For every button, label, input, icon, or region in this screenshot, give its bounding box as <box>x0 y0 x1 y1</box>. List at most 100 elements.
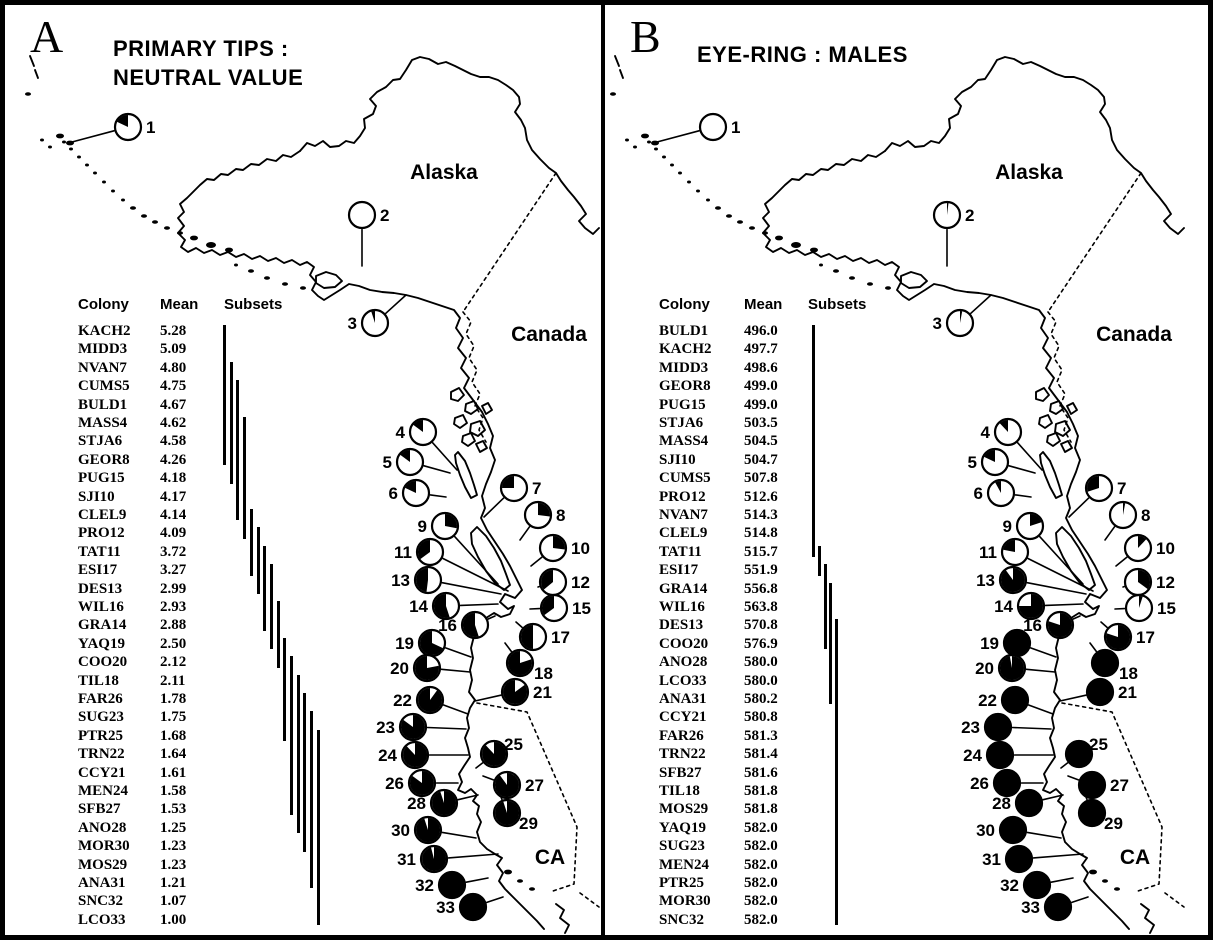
site-20: 20 <box>390 653 471 683</box>
colony-cell: SFB27 <box>659 764 702 781</box>
site-3: 3 <box>348 294 407 338</box>
pie-site-32 <box>437 870 467 900</box>
pie-site-16-wedge <box>1048 613 1073 638</box>
pie-site-11-wedge <box>417 539 430 560</box>
site-12: 12 <box>1122 567 1175 597</box>
site-9-number: 9 <box>1003 517 1012 536</box>
site-27-number: 27 <box>1110 776 1129 795</box>
col-header-subsets: Subsets <box>224 296 283 313</box>
pie-site-24-wedge <box>403 742 428 767</box>
subset-line <box>229 361 233 484</box>
mean-cell: 581.6 <box>744 764 778 781</box>
colony-cell: YAQ19 <box>659 819 706 836</box>
pie-site-11-wedge <box>1003 540 1015 552</box>
site-26: 26 <box>970 768 1044 798</box>
colony-cell: GRA14 <box>659 580 708 597</box>
site-24-number: 24 <box>963 746 982 765</box>
site-5-connector <box>423 464 451 474</box>
site-14: 14 <box>409 591 499 621</box>
site-16-connector <box>487 615 496 620</box>
colony-cell: DES13 <box>659 617 704 634</box>
site-9-number: 9 <box>418 517 427 536</box>
pie-site-21 <box>1085 677 1115 707</box>
region-labels: Alaska Canada CA <box>410 161 587 869</box>
mean-cell: 512.6 <box>744 488 778 505</box>
site-1-connector <box>71 130 115 143</box>
colony-cell: NVAN7 <box>659 507 708 523</box>
site-25-connector <box>1060 762 1069 769</box>
site-10: 10 <box>1115 533 1175 567</box>
site-2-number: 2 <box>380 206 389 225</box>
subset-line <box>829 582 833 705</box>
site-21-number: 21 <box>1118 683 1137 702</box>
site-11-number: 11 <box>394 543 412 562</box>
mean-cell: 580.8 <box>744 709 778 726</box>
mean-cell: 3.27 <box>160 562 187 579</box>
subset-line <box>812 325 815 558</box>
site-31-number: 31 <box>397 850 416 869</box>
col-header-colony: Colony <box>659 296 710 313</box>
subset-line <box>283 637 287 742</box>
border-dashed-lines <box>462 172 600 908</box>
site-24: 24 <box>963 740 1054 770</box>
site-12-number: 12 <box>1156 573 1175 592</box>
colony-cell: SUG23 <box>659 838 705 855</box>
site-8-number: 8 <box>1141 506 1150 525</box>
colony-cell: CUMS5 <box>78 378 130 395</box>
site-13-connector <box>441 581 502 595</box>
mean-cell: 582.0 <box>744 819 778 836</box>
site-12: 12 <box>537 567 590 597</box>
site-22: 22 <box>978 685 1054 715</box>
pie-site-2 <box>347 200 377 230</box>
colony-cell: WIL16 <box>78 599 124 615</box>
site-5-connector <box>1008 464 1036 474</box>
pie-site-33 <box>1043 892 1073 922</box>
site-25-number: 25 <box>504 735 523 754</box>
colony-cell: MOR30 <box>78 838 130 855</box>
pie-site-22 <box>1000 685 1030 715</box>
site-19-number: 19 <box>395 634 414 653</box>
pie-site-5-wedge <box>400 449 410 462</box>
site-17: 17 <box>1100 621 1155 652</box>
colony-cell: NVAN7 <box>78 359 127 376</box>
colony-cell: MIDD3 <box>659 359 709 376</box>
pie-site-28 <box>1014 788 1044 818</box>
mean-cell: 581.3 <box>744 727 778 744</box>
subset-line <box>223 325 226 466</box>
mean-cell: 4.80 <box>160 359 187 376</box>
pie-site-32 <box>1022 870 1052 900</box>
site-25: 25 <box>1060 735 1108 769</box>
site-8: 8 <box>1104 500 1150 541</box>
site-30-number: 30 <box>391 821 410 840</box>
mean-cell: 4.26 <box>160 451 187 468</box>
site-5: 5 <box>383 447 451 477</box>
panel-title-a-line2: NEUTRAL VALUE <box>113 65 304 90</box>
label-alaska: Alaska <box>410 161 478 184</box>
site-10-connector <box>1115 556 1128 567</box>
mean-cell: 1.64 <box>160 746 187 763</box>
site-18-connector <box>1089 642 1098 653</box>
mean-cell: 582.0 <box>744 856 778 873</box>
site-7-number: 7 <box>1117 479 1126 498</box>
mean-cell: 1.07 <box>160 893 187 910</box>
mean-cell: 515.7 <box>744 543 778 560</box>
site-23-connector <box>1011 726 1052 730</box>
site-4-number: 4 <box>981 423 991 442</box>
site-29-number: 29 <box>1104 814 1123 833</box>
site-16-connector <box>1072 615 1081 620</box>
pie-site-14-wedge <box>1019 594 1043 618</box>
mean-cell: 5.28 <box>160 323 187 339</box>
site-11-connector <box>1027 557 1094 592</box>
site-30: 30 <box>391 815 477 845</box>
pie-site-19 <box>1002 628 1032 658</box>
subset-line <box>256 527 260 594</box>
subset-line <box>303 693 307 852</box>
site-22-connector <box>1027 704 1054 715</box>
mean-cell: 4.58 <box>160 433 187 450</box>
site-11: 11 <box>979 537 1094 592</box>
mean-cell: 1.61 <box>160 764 187 781</box>
site-23: 23 <box>961 712 1052 742</box>
label-canada: Canada <box>1096 323 1172 346</box>
